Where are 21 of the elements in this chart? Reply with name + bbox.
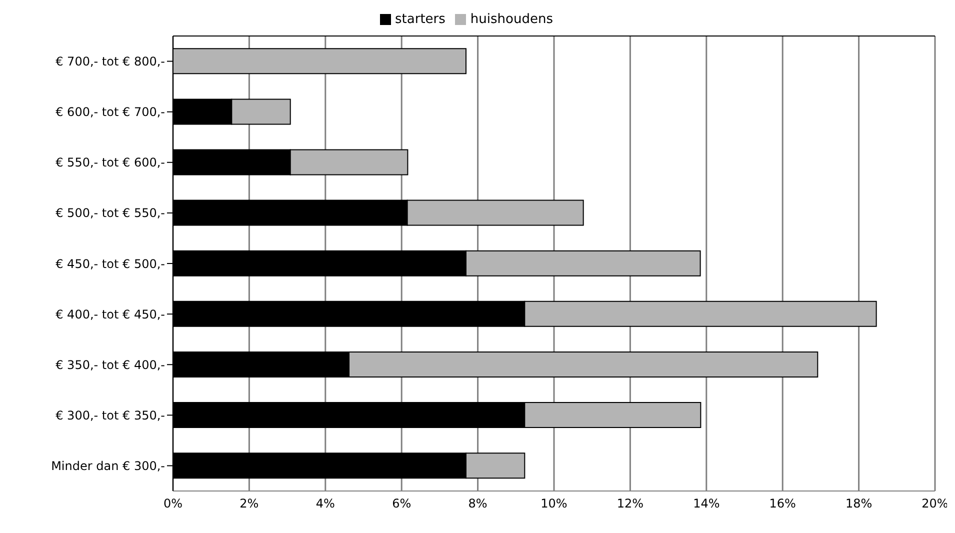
- y-tick-label: € 700,- tot € 800,-: [56, 54, 165, 69]
- x-tick-label: 2%: [240, 496, 259, 511]
- x-tick-label: 4%: [316, 496, 335, 511]
- legend-label: huishoudens: [470, 12, 553, 27]
- y-tick-label: € 300,- tot € 350,-: [56, 408, 165, 422]
- y-tick-label: € 550,- tot € 600,-: [56, 156, 165, 170]
- x-tick-label: 14%: [693, 496, 720, 511]
- legend-label: starters: [395, 12, 446, 27]
- x-tick-label: 10%: [540, 496, 568, 511]
- x-tick-label: 12%: [616, 496, 644, 511]
- x-tick-label: 18%: [845, 496, 872, 511]
- y-tick-label: € 450,- tot € 500,-: [56, 256, 165, 271]
- y-tick-label: € 600,- tot € 700,-: [56, 105, 165, 120]
- y-tick-label: € 400,- tot € 450,-: [56, 307, 165, 322]
- x-tick-label: 8%: [468, 496, 488, 511]
- x-tick-label: 0%: [163, 496, 183, 511]
- y-tick-label: Minder dan € 300,-: [51, 458, 165, 473]
- x-tick-label: 6%: [392, 496, 412, 511]
- x-tick-label: 16%: [769, 496, 796, 511]
- y-tick-label: € 350,- tot € 400,-: [56, 358, 165, 372]
- y-tick-label: € 500,- tot € 550,-: [56, 206, 165, 220]
